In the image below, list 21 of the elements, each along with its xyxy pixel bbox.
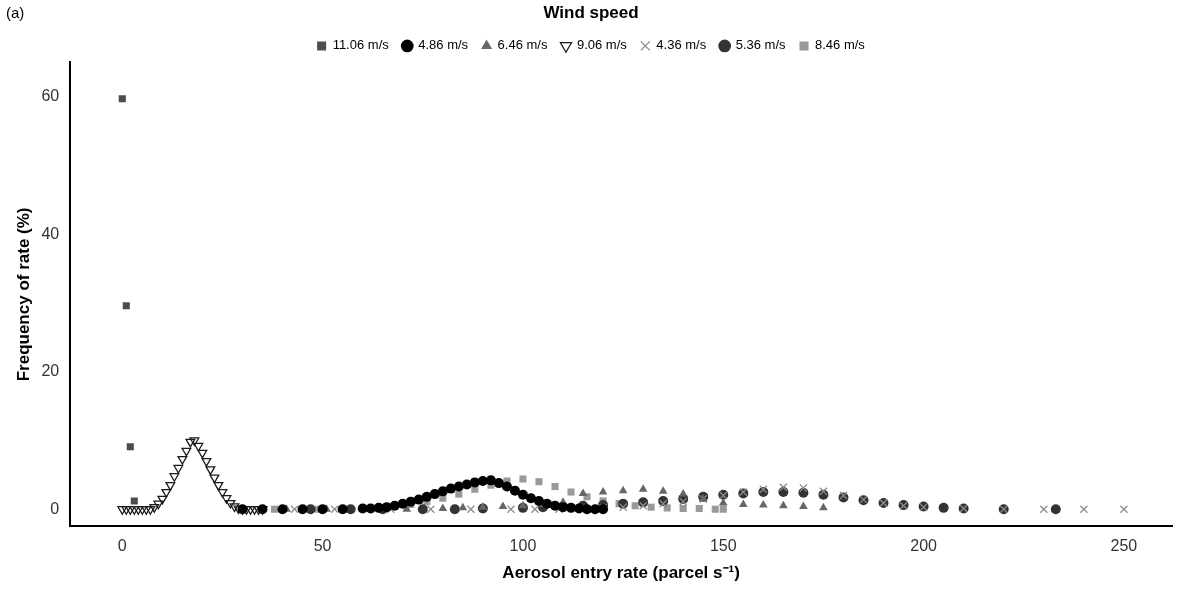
x-tick-label: 200 — [910, 537, 938, 555]
y-tick-label: 20 — [41, 362, 60, 380]
x-tick-label: 50 — [313, 537, 332, 555]
legend-label: 8.46 m/s — [815, 37, 866, 53]
x-tick-label: 150 — [709, 537, 737, 555]
x-axis-title: Aerosol entry rate (parcel s⁻¹) — [502, 563, 740, 583]
y-axis-title: Frequency of rate (%) — [13, 207, 33, 382]
x-tick-label: 0 — [117, 537, 127, 555]
y-tick-label: 40 — [41, 224, 60, 242]
legend-label: 4.36 m/s — [656, 37, 707, 53]
legend-label: 5.36 m/s — [735, 37, 787, 53]
x-tick-label: 250 — [1110, 537, 1138, 555]
legend-title: Wind speed — [543, 3, 639, 23]
y-tick-label: 60 — [41, 87, 60, 105]
legend-label: 6.46 m/s — [497, 37, 548, 53]
x-tick-label: 100 — [509, 537, 537, 555]
legend-label: 11.06 m/s — [332, 37, 390, 53]
legend-label: 4.86 m/s — [418, 37, 469, 53]
legend-label: 9.06 m/s — [576, 37, 628, 53]
y-tick-label: 0 — [50, 499, 60, 517]
text: (a) — [6, 4, 25, 21]
